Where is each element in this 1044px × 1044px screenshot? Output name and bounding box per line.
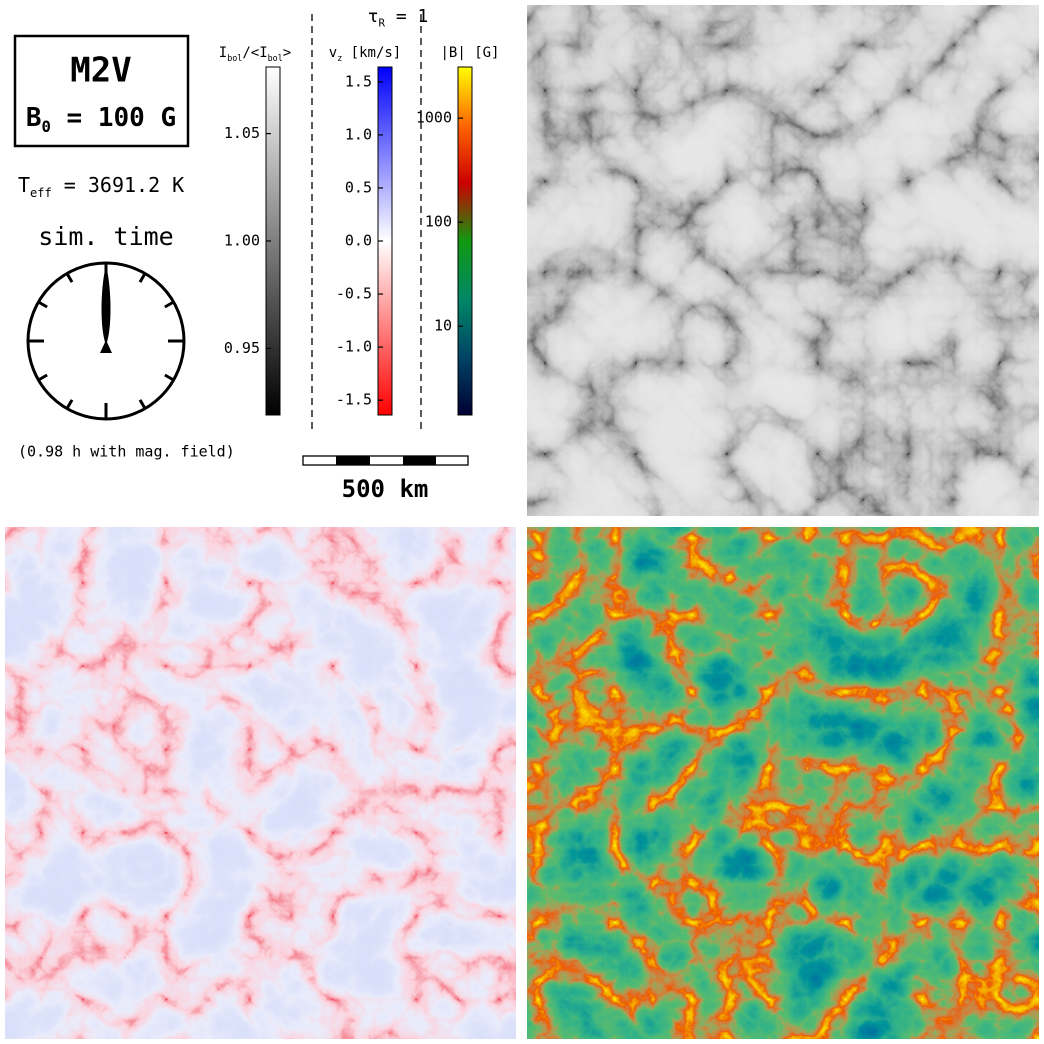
tick-label: 10 [434,317,452,335]
tick-label: 1.5 [345,72,372,90]
clock-tick [37,300,48,309]
label-box [13,34,190,148]
scale-bar-segment [403,456,436,465]
tick-label: 1000 [416,109,452,127]
colorbar-label: |B| [G] [440,45,499,61]
label-part: = 1 [385,6,428,27]
subscript: z [337,52,342,62]
label-part: B [26,103,42,133]
clock-tick [37,373,48,382]
velocity-map [5,527,516,1039]
scale-bar [302,455,469,466]
star-type: M2V [70,51,131,91]
clock-center [100,340,112,353]
tick-label: 0.5 [345,178,372,196]
scale-bar-frame [302,455,469,466]
clock-tick [138,272,147,283]
subscript: bol [268,52,283,62]
clock-tick [65,399,74,410]
label-part: v [329,45,337,61]
tick-label: 0.0 [345,232,372,250]
tick-label: 1.00 [224,232,260,250]
label-part: [km/s] [342,45,401,61]
label-part: |B| [G] [440,45,499,61]
clock-tick [164,300,175,309]
label-part: I [219,45,227,61]
subscript: eff [30,186,52,200]
scale-bar-label: 500 km [342,475,429,503]
clock-tick [164,373,175,382]
tau-label: τR = 1 [368,6,429,29]
field-map [527,527,1039,1039]
label-part: /<I [242,45,267,61]
colorbar-label: vz [km/s] [329,45,402,62]
teff: Teff = 3691.2 K [18,173,184,200]
scale-bar-segment [336,456,370,465]
label-part: = 100 G [51,103,176,133]
subscript: 0 [42,118,51,136]
clock-hand [101,265,111,345]
tick-label: 1.05 [224,124,260,142]
tick-label: 100 [425,213,452,231]
subscript: bol [227,52,242,62]
tick-label: -1.5 [336,391,372,409]
label-part: > [283,45,291,61]
clock-tick [138,399,147,410]
tick-label: -0.5 [336,285,372,303]
intensity-map [527,5,1039,516]
clock [26,261,186,421]
colorbar-label: Ibol/<Ibol> [219,45,291,62]
clock-tick [65,272,74,283]
tick-label: 0.95 [224,339,260,357]
subscript: R [378,16,385,29]
tick-label: -1.0 [336,338,372,356]
field-strength: B0 = 100 G [26,103,176,136]
sim-time: sim. time [38,222,173,251]
note: (0.98 h with mag. field) [18,443,235,461]
label-part: τ [368,6,379,27]
tick-label: 1.0 [345,125,372,143]
label-part: = 3691.2 K [52,173,184,197]
colorbar [457,66,473,416]
label-part: T [18,173,30,197]
